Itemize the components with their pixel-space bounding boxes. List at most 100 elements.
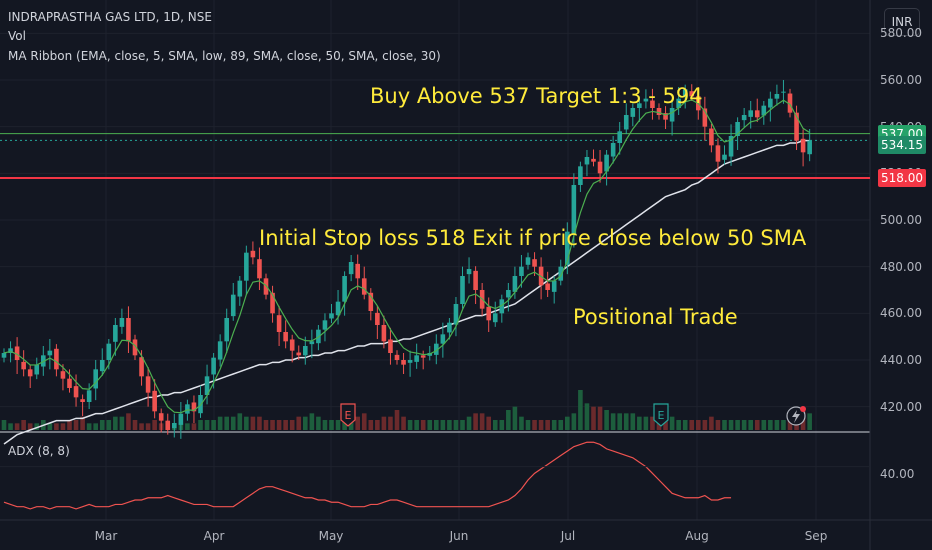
- adx-axis-tick: 40.00: [880, 467, 915, 481]
- volume-bar: [434, 420, 439, 430]
- adx-line: [3, 441, 732, 510]
- candle-body: [551, 280, 557, 292]
- candle-body: [414, 355, 419, 362]
- candle-body: [257, 259, 262, 279]
- candle-body: [270, 292, 275, 314]
- volume-bar: [447, 420, 452, 430]
- volume-bar: [204, 420, 210, 430]
- volume-bar: [152, 420, 157, 430]
- candle-body: [224, 318, 229, 342]
- volume-bar: [54, 423, 59, 430]
- volume-bar: [604, 410, 609, 430]
- candle-body: [643, 98, 649, 102]
- volume-bar: [781, 420, 786, 430]
- volume-bar: [538, 420, 544, 430]
- candle-body: [407, 360, 413, 363]
- candle-body: [41, 355, 46, 367]
- volume-bar: [329, 420, 334, 430]
- candle-body: [453, 304, 459, 325]
- dividend-icon: [786, 406, 806, 426]
- candlesticks: [1, 80, 812, 439]
- month-tick-label: Mar: [94, 529, 118, 543]
- volume-bar: [578, 390, 583, 430]
- volume-bar: [420, 420, 426, 430]
- volume-bar: [506, 410, 511, 430]
- volume-bar: [126, 413, 131, 430]
- candle-body: [492, 313, 498, 323]
- candle-body: [807, 140, 812, 155]
- volume-bar: [532, 420, 537, 430]
- candle-body: [466, 269, 472, 275]
- candle-body: [289, 339, 295, 351]
- volume-bar: [689, 420, 695, 430]
- price-levels: [0, 133, 870, 179]
- volume-bar: [565, 416, 570, 430]
- candle-body: [519, 266, 524, 276]
- volume-bar: [34, 423, 40, 430]
- candle-body: [348, 262, 354, 275]
- volume-bar: [414, 420, 419, 430]
- volume-bar: [67, 420, 72, 430]
- candle-body: [381, 325, 387, 342]
- candle-body: [145, 376, 151, 393]
- volume-bar: [224, 416, 229, 430]
- candle-body: [198, 395, 203, 414]
- candle-body: [204, 376, 210, 395]
- month-tick-label: Jul: [560, 529, 576, 543]
- candle-body: [54, 348, 59, 370]
- volume-bar: [8, 423, 13, 430]
- last-price-tag: 534.15: [878, 136, 926, 155]
- candle-body: [14, 346, 20, 360]
- adx-panel: [0, 441, 870, 510]
- candle-body: [309, 341, 315, 345]
- volume-bar: [93, 423, 98, 430]
- volume-bar: [696, 420, 701, 430]
- candle-body: [178, 413, 184, 425]
- candle-body: [27, 369, 33, 377]
- volume-bar: [47, 423, 53, 430]
- candle-body: [558, 266, 564, 281]
- candle-body: [158, 413, 164, 421]
- volume-bar: [571, 413, 577, 430]
- volume-bar: [106, 420, 112, 430]
- volume-bar: [676, 420, 681, 430]
- candle-body: [650, 100, 655, 108]
- volume-bar: [486, 416, 491, 430]
- ema5-path: [3, 99, 810, 414]
- candle-body: [113, 325, 118, 342]
- candle-body: [132, 339, 138, 356]
- candle-body: [420, 355, 426, 358]
- ma-ribbon-label[interactable]: MA Ribbon (EMA, close, 5, SMA, low, 89, …: [8, 49, 441, 63]
- candle-body: [335, 301, 341, 316]
- volume-bar: [185, 423, 190, 430]
- volume-bar: [499, 420, 505, 430]
- earnings-icon: E: [653, 403, 669, 427]
- volume-bar: [617, 413, 622, 430]
- candle-body: [512, 276, 518, 292]
- candle-body: [565, 231, 570, 265]
- month-tick-label: Jun: [449, 529, 469, 543]
- candle-body: [106, 343, 112, 360]
- candle-body: [276, 315, 282, 332]
- volume-bar: [715, 420, 721, 430]
- volume-bar: [669, 416, 675, 430]
- volume-bar: [748, 420, 753, 430]
- candle-body: [578, 166, 583, 185]
- candle-body: [571, 185, 577, 234]
- vol-indicator-label[interactable]: Vol: [8, 29, 26, 43]
- candle-body: [676, 98, 681, 108]
- candle-body: [774, 94, 780, 99]
- currency-button[interactable]: INR: [884, 8, 920, 36]
- volume-bar: [348, 420, 354, 430]
- price-tick-label: 560.00: [880, 73, 922, 87]
- candle-body: [525, 257, 531, 265]
- candle-body: [715, 145, 721, 162]
- adx-label[interactable]: ADX (8, 8): [8, 444, 70, 458]
- volume-bar: [342, 420, 347, 430]
- volume-bar: [14, 423, 20, 430]
- volume-bar: [728, 420, 734, 430]
- volume-bar: [368, 420, 374, 430]
- volume-bar: [460, 420, 465, 430]
- candle-body: [637, 103, 642, 108]
